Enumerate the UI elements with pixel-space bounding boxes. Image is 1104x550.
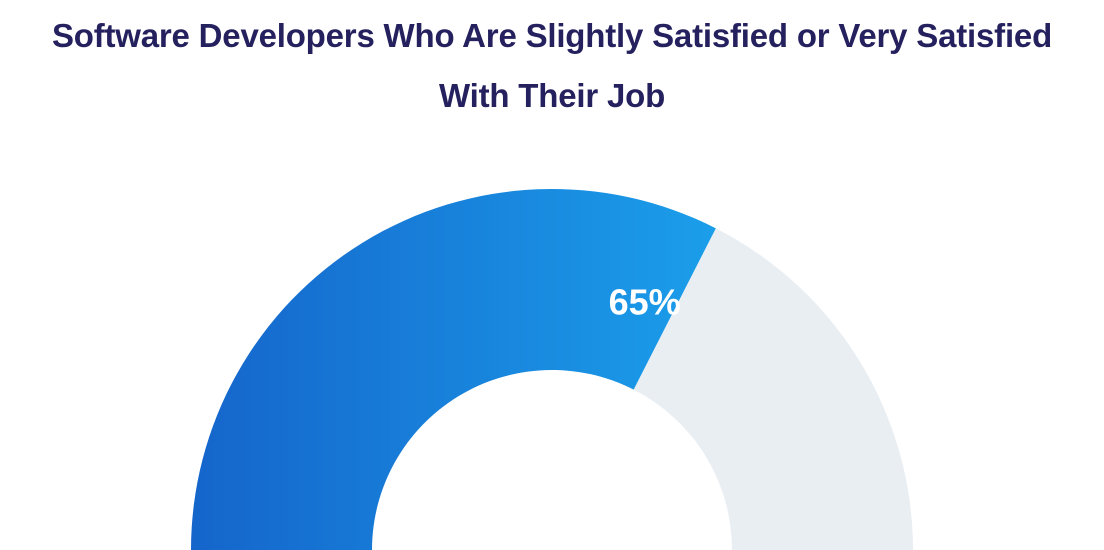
chart-title: Software Developers Who Are Slightly Sat… xyxy=(0,6,1104,126)
chart-title-line-2: With Their Job xyxy=(438,77,666,114)
slice-label-0: 65% xyxy=(609,281,681,322)
chart-labels: 65% xyxy=(609,281,681,322)
chart-title-line-1: Software Developers Who Are Slightly Sat… xyxy=(51,17,1053,54)
chart-slice-1 xyxy=(633,228,913,550)
chart-slices xyxy=(191,188,913,550)
chart-slice-0 xyxy=(191,188,716,550)
